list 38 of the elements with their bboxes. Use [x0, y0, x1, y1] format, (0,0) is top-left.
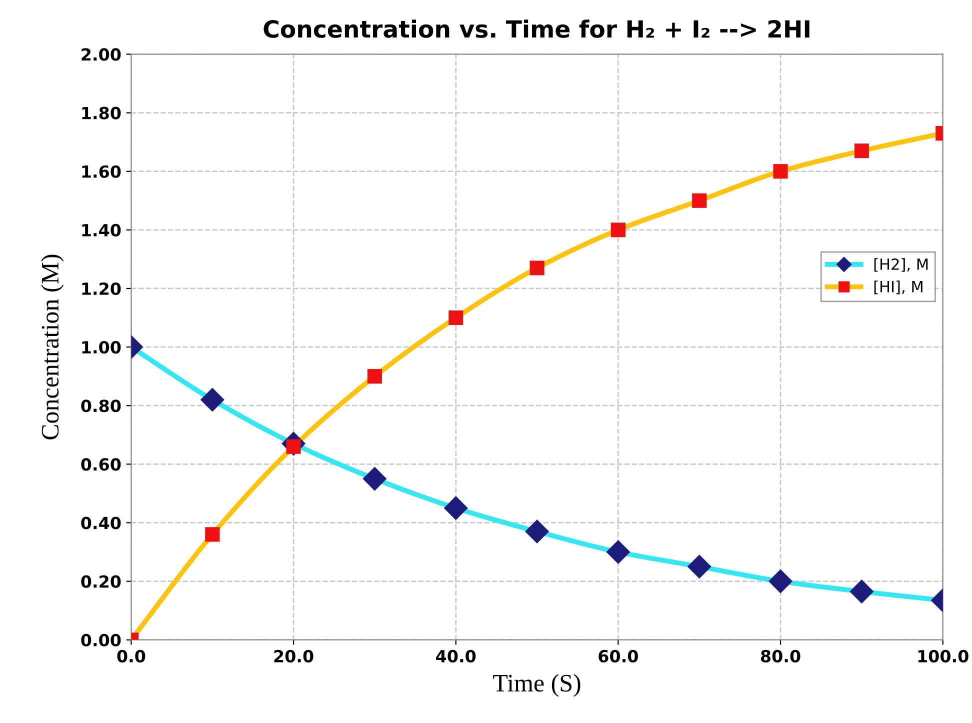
point [687, 554, 712, 579]
point [530, 260, 544, 276]
point [448, 310, 464, 326]
point [692, 193, 707, 208]
x-tick-label: 60.0 [598, 650, 638, 662]
point [367, 369, 382, 384]
point [606, 540, 630, 564]
x-tick-label: 100.0 [918, 650, 968, 662]
y-tick-label: 1.80 [82, 106, 121, 120]
y-tick-label: 0.20 [81, 575, 121, 588]
chart-title: Concentration vs. Time for H₂ + I₂ --> 2HI [264, 20, 810, 38]
x-tick-label: 0.0 [117, 650, 146, 662]
point [610, 222, 626, 238]
point [362, 466, 387, 491]
y-tick-label: 0.60 [81, 458, 121, 471]
point [200, 388, 224, 412]
point [525, 519, 550, 544]
x-tick-label: 40.0 [436, 650, 476, 662]
point [205, 527, 220, 542]
x-axis-title: Time (S) [493, 674, 580, 697]
point [444, 496, 468, 520]
point [850, 580, 874, 604]
y-tick-label: 1.40 [82, 224, 121, 236]
x-tick-label: 80.0 [760, 650, 800, 662]
y-tick-label: 0.00 [81, 634, 121, 646]
y-axis-title: Concentration (M) [41, 254, 64, 440]
x-tick-label: 20.0 [274, 650, 314, 662]
y-tick-label: 2.00 [82, 48, 121, 61]
point [854, 144, 869, 158]
y-tick-label: 1.00 [82, 341, 121, 354]
legend-label: [H2], M [874, 258, 928, 272]
legend-label: [HI], M [874, 280, 922, 294]
y-tick-label: 1.60 [82, 165, 121, 178]
y-tick-label: 0.40 [81, 516, 121, 530]
point [768, 569, 793, 594]
point [773, 164, 788, 179]
y-tick-label: 1.20 [82, 282, 121, 296]
y-tick-label: 0.80 [81, 400, 121, 412]
